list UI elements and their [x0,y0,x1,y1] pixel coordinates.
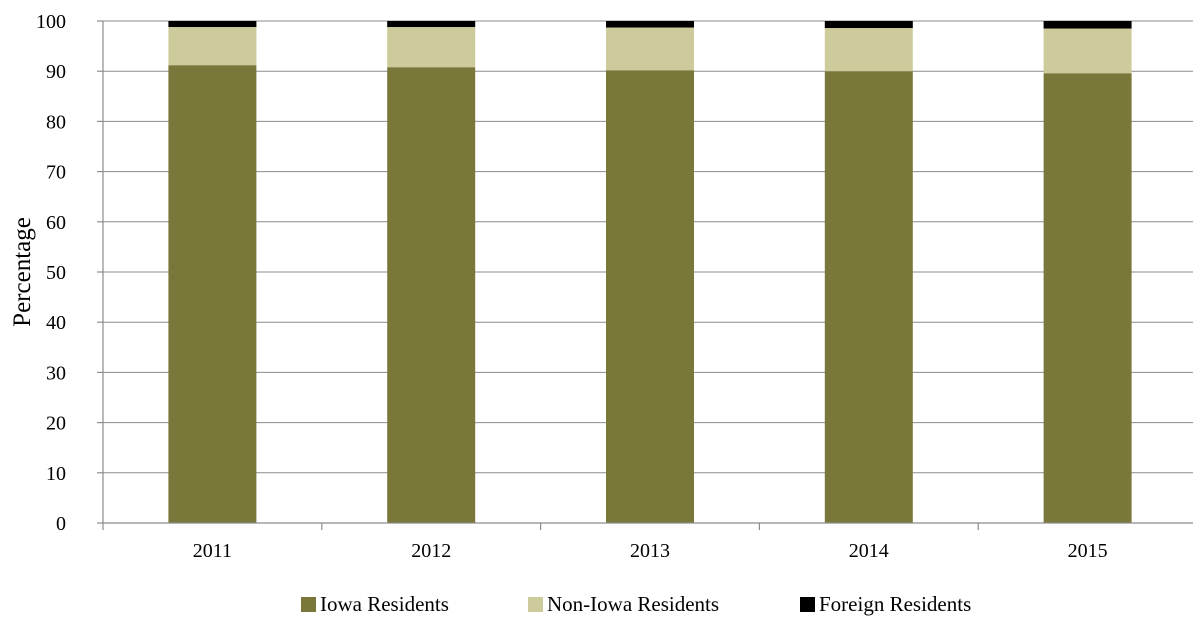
y-tick-label: 0 [56,513,66,535]
x-tick-label-2015: 2015 [1068,540,1108,562]
bar-2013-series-0 [606,70,694,524]
y-tick-label: 80 [46,111,66,133]
x-tick-label-2012: 2012 [411,540,451,562]
bar-2014-series-0 [824,71,913,523]
y-tick-labels: 0 10 20 30 40 50 60 70 80 90 100 [36,11,66,535]
y-tick-label: 40 [46,312,66,334]
bar-2014-series-2 [824,21,913,29]
legend-swatch-0 [301,597,316,612]
x-tick-labels: 2011 2012 2013 2014 2015 [193,540,1108,562]
bar-2013-series-2 [606,21,694,28]
bar-2011-series-0 [168,65,257,524]
x-tick-label-2013: 2013 [630,540,670,562]
bar-2012-series-0 [387,67,476,524]
bar-2011-series-1 [168,27,257,66]
y-tick-label: 30 [46,362,66,384]
y-tick-label: 100 [36,11,66,33]
axes [97,20,1193,530]
x-tick-label-2014: 2014 [849,540,889,562]
y-tick-label: 20 [46,413,66,435]
bars [168,21,1132,524]
bar-2011-series-2 [168,21,257,28]
bar-2015-series-2 [1043,21,1132,29]
bar-2015-series-0 [1043,73,1132,523]
bar-2015-series-1 [1043,28,1132,74]
y-tick-label: 10 [46,463,66,485]
legend-swatch-2 [800,597,815,612]
y-tick-label: 60 [46,212,66,234]
legend-label-2: Foreign Residents [819,592,971,616]
legend-swatch-1 [528,597,543,612]
bar-2014-series-1 [824,28,913,72]
y-axis-title: Percentage [9,217,36,327]
bar-2013-series-1 [606,27,694,71]
legend-label-0: Iowa Residents [320,592,449,616]
y-tick-label: 70 [46,162,66,184]
y-tick-label: 90 [46,61,66,83]
bar-2012-series-2 [387,21,476,28]
legend: Iowa Residents Non-Iowa Residents Foreign … [301,592,971,616]
legend-label-1: Non-Iowa Residents [547,592,719,616]
y-tick-label: 50 [46,262,66,284]
bar-2012-series-1 [387,27,476,68]
x-tick-label-2011: 2011 [193,540,232,562]
